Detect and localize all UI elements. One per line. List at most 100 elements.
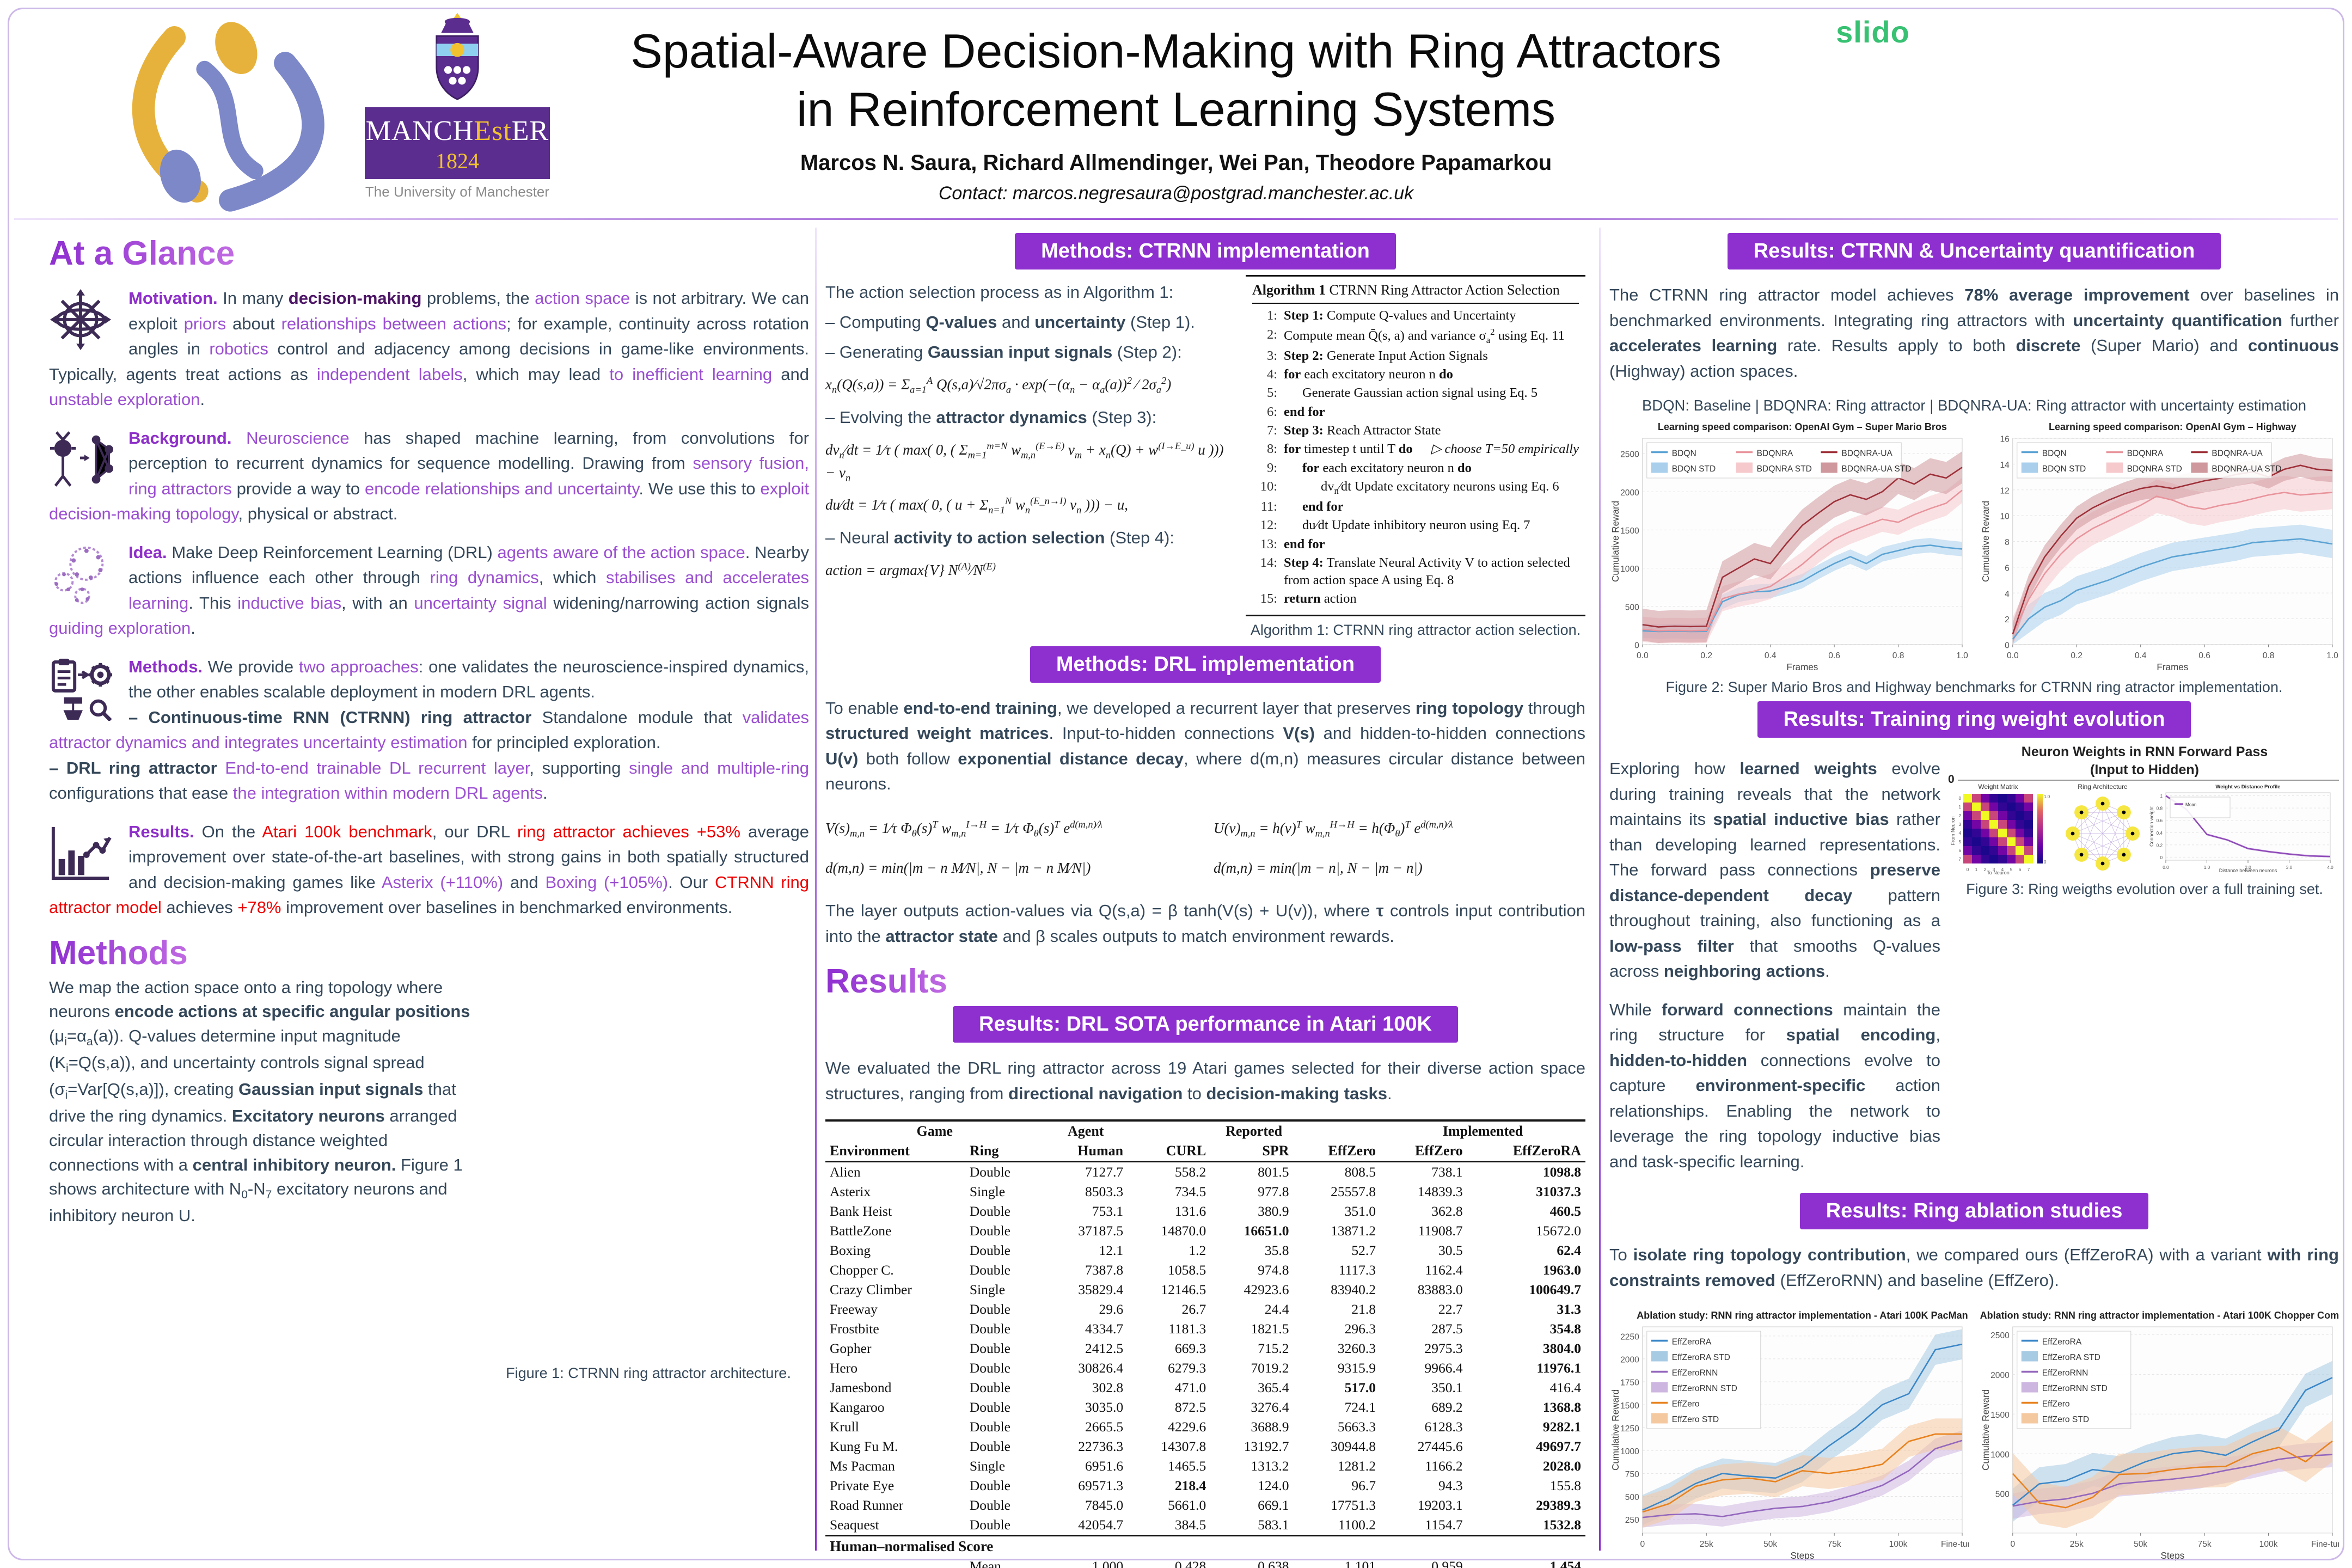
svg-text:BDQNRA-UA STD: BDQNRA-UA STD [1841,464,1911,474]
svg-text:8: 8 [2005,538,2010,547]
table-row: Seaquest Double 42054.7 384.5 583.1 1100.2 115… [830,1517,1581,1533]
text-segment: provide a way to [231,479,365,498]
text-segment: V(s) [1283,724,1315,743]
table-row: Kung Fu M. Double 22736.3 14307.8 13192.7 309… [830,1438,1581,1455]
svg-text:1: 1 [1975,867,1978,872]
drl-banner: Methods: DRL implementation [1030,646,1381,683]
glance-paragraph: Idea. Make Deep Reinforcement Learning (… [49,540,809,641]
table-row: Asterix Single 8503.3 734.5 977.8 25557.8 1483… [830,1184,1581,1200]
svg-text:6: 6 [2019,867,2022,872]
text-segment: with ring constraints removed [1609,1245,2339,1290]
text-segment: attractor state [885,926,999,946]
svg-text:EffZeroRNN: EffZeroRNN [1672,1368,1718,1377]
ring-attractor-figure [489,976,808,1357]
svg-text:EffZeroRNN STD: EffZeroRNN STD [2042,1384,2108,1393]
idea-icon [54,546,104,604]
svg-text:0.6: 0.6 [1828,651,1840,660]
column-separator-2 [1599,228,1601,1551]
table-row: Boxing Double 12.1 1.2 35.8 52.7 30.5 62.4 [830,1242,1581,1259]
text-segment: . [1387,1083,1392,1103]
svg-text:BDQN: BDQN [1672,449,1696,458]
figure3-rows: 0 Weight Matrix 0 0 1 1 2 2 3 3 4 4 5 5 6 6 7 7 1.0 0 To Neu… [1948,773,2339,875]
manchester-crest-icon [436,13,479,100]
text-segment: that smooths Q-values across [1609,936,1940,981]
contact-email: Contact: marcos.negresaura@postgrad.manc… [938,182,1414,204]
weights-body: Exploring how learned weights evolve dur… [1609,743,2339,1187]
svg-text:0.6: 0.6 [2198,651,2210,660]
text-segment: (Step 1). [1125,312,1195,332]
svg-text:EffZeroRNN STD: EffZeroRNN STD [1672,1384,1737,1393]
text-segment: Methods. [128,657,203,676]
svg-text:12: 12 [2000,486,2009,495]
svg-text:0.0: 0.0 [1637,651,1649,660]
text-segment: problems, the [421,289,535,308]
svg-text:BDQNRA STD: BDQNRA STD [2127,464,2182,474]
svg-text:Cumulative Reward: Cumulative Reward [1981,501,1991,582]
figure3-caption: Figure 3: Ring weigths evolution over a … [1966,881,2323,897]
neurips-logo [1976,27,2336,193]
algorithm-line: 7: Step 3: Reach Attractor State [1266,422,1441,438]
column-separator-1 [815,228,817,1551]
text-segment: learned weights [1739,759,1877,778]
svg-text:Weight vs Distance Profile: Weight vs Distance Profile [2215,784,2280,790]
text-segment: for principled exploration. [467,733,661,752]
table-row: Crazy Climber Single 35829.4 12146.5 42923.6… [830,1282,1581,1298]
text-segment: pattern throughout training, also functi… [1609,885,1940,930]
svg-text:0.6: 0.6 [2157,818,2163,823]
text-segment: evolve during training reveals that the … [1609,759,1940,829]
algorithm-line: 14: Step 4: Translate Neural Activity V t… [1260,555,1570,588]
table-row: Krull Double 2665.5 4229.6 3688.9 5663.3 6128.… [830,1419,1581,1435]
svg-text:0.0: 0.0 [2163,865,2169,870]
svg-text:3: 3 [1993,867,1995,872]
text-segment: ; for example, continuity across rotatio… [128,314,810,359]
text-segment: spatial inductive bias [1713,810,1889,829]
svg-text:0.8: 0.8 [1892,651,1904,660]
algorithm-line: 1: Step 1: Compute Q-values and Uncertain… [1266,308,1516,323]
drl-paragraph-1: To enable end-to-end training, we develo… [825,696,1585,797]
svg-text:Mean: Mean [2185,803,2197,807]
text-segment: maintain the ring structure for [1609,1000,1940,1045]
series-BDQNRA [2012,492,2333,635]
text-segment: While [1609,1000,1662,1019]
text-segment: Results. [128,822,194,841]
svg-text:3.0: 3.0 [2286,865,2293,870]
title-block: Spatial-Aware Decision-Making with Ring … [523,22,1829,204]
text-segment: 78% average improvement [1964,285,2190,304]
text-segment: (EffZeroRNN) and baseline (EffZero). [1775,1270,2059,1290]
svg-text:Ablation study: RNN ring attra: Ablation study: RNN ring attractor imple… [1980,1310,2339,1321]
text-segment: Make Deep Reinforcement Learning (DRL) [167,542,498,562]
background-icon [50,431,113,487]
svg-text:1.0: 1.0 [2326,651,2338,660]
text-segment: validates attractor dynamics and integra… [49,707,809,752]
methods-body: We map the action space onto a ring topo… [49,976,809,1384]
svg-text:0.0: 0.0 [2007,651,2019,660]
text-segment: ring topology [1415,698,1524,718]
ablation-banner: Results: Ring ablation studies [1799,1193,2149,1229]
text-segment [217,758,225,777]
algorithm-line: 13: end for [1260,536,1325,552]
svg-text:1: 1 [1959,805,1962,810]
text-segment: spatial encoding [1786,1025,1936,1044]
svg-text:Cumulative Reward: Cumulative Reward [1981,1389,1991,1471]
text-segment: neighboring actions [1663,961,1826,981]
text-segment: arranged circular interaction through di… [49,1106,457,1174]
text-segment: structured weight matrices [825,724,1049,743]
text-segment: , with an [341,593,414,612]
svg-text:1: 1 [2160,794,2163,799]
algorithm-line: 8: for timestep t until T do ▷ choose T=50… [1266,442,1579,457]
algorithm-box: Algorithm 1 CTRNN Ring Attractor Action … [1246,275,1585,616]
svg-text:0.4: 0.4 [1765,651,1777,660]
svg-text:5: 5 [2010,867,2013,872]
series-EffZeroRA [2012,1377,2333,1506]
manchester-wordmark: MANCHEstER 1824 [365,107,550,179]
text-segment: End-to-end trainable DL recurrent layer [225,758,530,777]
figure2-caption: Figure 2: Super Mario Bros and Highway b… [1665,679,2283,695]
text-segment: . [191,618,195,638]
svg-text:2: 2 [1959,813,1962,818]
algorithm-line: 12: du∕dt Update inhibitory neuron using … [1260,518,1530,533]
highway-chart: 0 2 4 6 8 10 12 14 16 0.0 0.2 0.4 0.6 0.8 1.0 Learning … [1980,418,2339,673]
series-BDQNRA [1642,489,1963,632]
text-segment: independent labels [316,364,463,384]
text-segment: We evaluated the DRL ring attractor acro… [825,1058,1585,1103]
svg-text:0: 0 [1959,796,1962,801]
